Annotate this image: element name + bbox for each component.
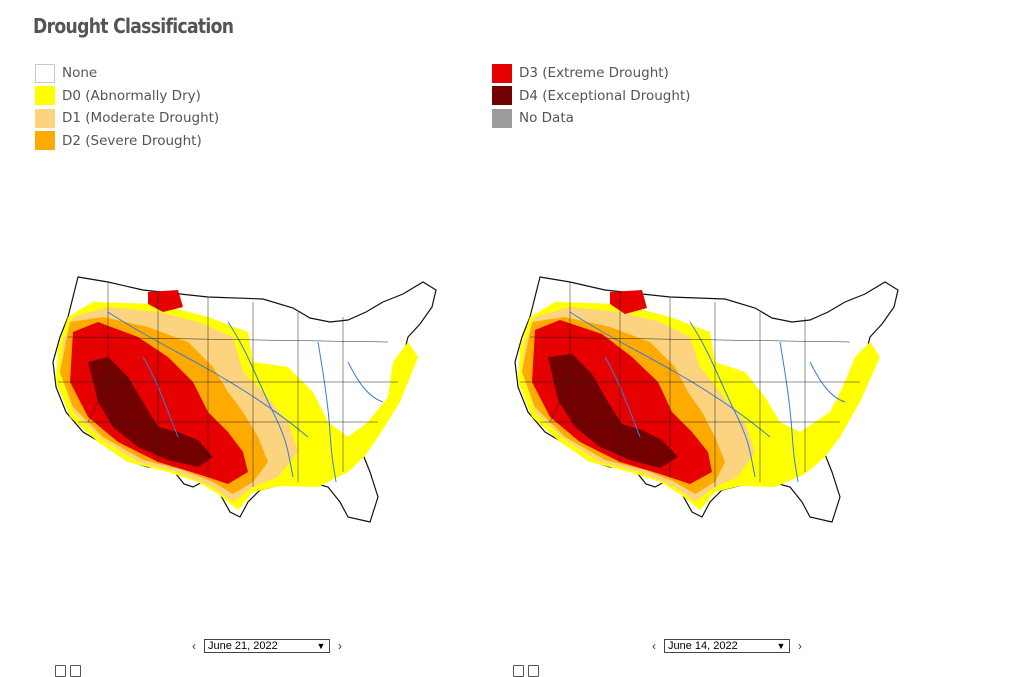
legend-item-none: None xyxy=(35,62,219,85)
date-selector-current: ‹ June 21, 2022 ▼ › xyxy=(188,639,346,653)
drought-zone-d3-north xyxy=(610,290,647,314)
drought-zone-d4 xyxy=(88,357,213,467)
legend-left: None D0 (Abnormally Dry) D1 (Moderate Dr… xyxy=(35,62,219,152)
date-select[interactable]: June 14, 2022 ▼ xyxy=(664,639,790,653)
legend-item-d4: D4 (Exceptional Drought) xyxy=(492,85,690,108)
download-icons-previous xyxy=(513,665,539,677)
legend-item-no-data: No Data xyxy=(492,107,690,130)
download-icons-current xyxy=(55,665,81,677)
legend-right: D3 (Extreme Drought) D4 (Exceptional Dro… xyxy=(492,62,690,130)
drought-map-current xyxy=(48,262,468,537)
legend-item-d3: D3 (Extreme Drought) xyxy=(492,62,690,85)
legend-swatch-d2 xyxy=(35,131,55,151)
state-borders xyxy=(520,282,860,487)
legend-label: D2 (Severe Drought) xyxy=(62,132,202,149)
legend-label: D0 (Abnormally Dry) xyxy=(62,87,201,104)
document-icon[interactable] xyxy=(528,665,539,677)
document-icon[interactable] xyxy=(513,665,524,677)
date-select[interactable]: June 21, 2022 ▼ xyxy=(204,639,330,653)
drought-zone-d4 xyxy=(548,354,678,468)
legend-item-d2: D2 (Severe Drought) xyxy=(35,130,219,153)
legend-label: D3 (Extreme Drought) xyxy=(519,65,669,82)
prev-date-arrow-icon[interactable]: ‹ xyxy=(652,639,656,653)
drought-zone-d3 xyxy=(70,322,248,484)
legend-label: None xyxy=(62,65,98,82)
date-select-value: June 14, 2022 xyxy=(668,640,738,652)
legend-label: D1 (Moderate Drought) xyxy=(62,110,220,127)
us-drought-map-svg xyxy=(52,276,437,523)
river-lines xyxy=(107,311,384,483)
legend-label: No Data xyxy=(519,110,574,127)
legend-item-d1: D1 (Moderate Drought) xyxy=(35,107,219,130)
date-select-value: June 21, 2022 xyxy=(208,640,278,652)
legend-swatch-d0 xyxy=(35,86,55,106)
legend-swatch-no-data xyxy=(492,108,512,128)
document-icon[interactable] xyxy=(55,665,66,677)
chevron-down-icon: ▼ xyxy=(316,641,326,651)
state-borders xyxy=(58,282,398,487)
page-title: Drought Classification xyxy=(33,14,234,38)
date-selector-previous: ‹ June 14, 2022 ▼ › xyxy=(648,639,806,653)
us-drought-map-svg xyxy=(514,276,899,523)
legend-swatch-d3 xyxy=(492,63,512,83)
river-lines xyxy=(569,311,846,483)
document-icon[interactable] xyxy=(70,665,81,677)
chevron-down-icon: ▼ xyxy=(776,641,786,651)
legend-swatch-d1 xyxy=(35,108,55,128)
drought-map-previous xyxy=(510,262,930,537)
legend-label: D4 (Exceptional Drought) xyxy=(519,87,691,104)
legend-swatch-none xyxy=(35,63,55,83)
prev-date-arrow-icon[interactable]: ‹ xyxy=(192,639,196,653)
legend-swatch-d4 xyxy=(492,86,512,106)
drought-zone-d3-north xyxy=(148,290,183,312)
next-date-arrow-icon[interactable]: › xyxy=(798,639,802,653)
next-date-arrow-icon[interactable]: › xyxy=(338,639,342,653)
legend-item-d0: D0 (Abnormally Dry) xyxy=(35,85,219,108)
